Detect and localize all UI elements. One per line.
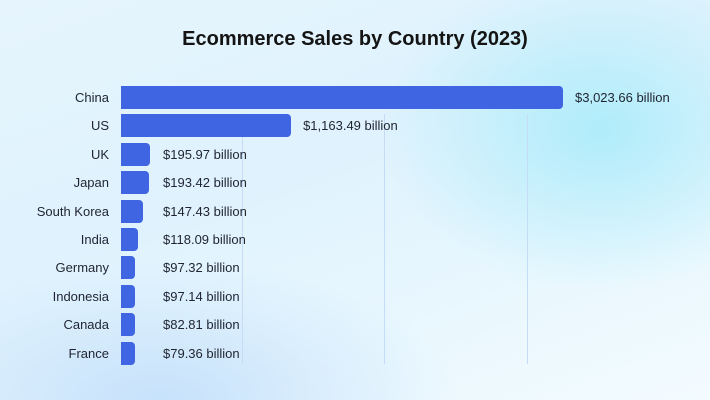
gridline	[527, 114, 528, 364]
value-label: $97.14 billion	[163, 288, 240, 304]
category-label: US	[90, 118, 109, 134]
category-label: China	[75, 90, 109, 105]
bar-row: France $79.36 billion	[0, 341, 710, 366]
category-label: France	[68, 345, 109, 361]
bar-row: South Korea $147.43 billion	[0, 199, 710, 224]
value-label: $195.97 billion	[163, 146, 247, 162]
category-label: India	[80, 232, 109, 247]
bar-row: Japan $193.42 billion	[0, 171, 710, 195]
value-label: $97.32 billion	[163, 260, 240, 276]
bar-row: Canada $82.81 billion	[0, 313, 710, 337]
bar[interactable]	[121, 341, 135, 365]
value-label: $193.42 billion	[163, 175, 247, 191]
bar[interactable]	[121, 199, 143, 223]
bar[interactable]	[121, 171, 150, 195]
bar[interactable]	[121, 114, 292, 138]
bar-row: US $1,163.49 billion	[0, 114, 710, 138]
value-label: $1,163.49 billion	[303, 118, 398, 134]
bar[interactable]	[121, 284, 136, 308]
bar[interactable]	[121, 256, 136, 280]
bar[interactable]	[121, 86, 563, 109]
gridline	[384, 114, 385, 364]
value-label: $147.43 billion	[163, 203, 247, 219]
bar-row: UK $195.97 billion	[0, 142, 710, 167]
chart-title: Ecommerce Sales by Country (2023)	[182, 28, 528, 50]
bar-row: Germany $97.32 billion	[0, 256, 710, 280]
category-label: Canada	[63, 317, 109, 333]
category-label: South Korea	[36, 203, 109, 219]
value-label: $3,023.66 billion	[575, 90, 670, 105]
value-label: $79.36 billion	[163, 345, 240, 361]
value-label: $82.81 billion	[163, 317, 240, 333]
bar[interactable]	[121, 142, 150, 166]
value-label: $118.09 billion	[163, 232, 246, 247]
category-label: Indonesia	[52, 288, 109, 304]
bar-row: China $3,023.66 billion	[0, 86, 710, 110]
bar-row: India $118.09 billion	[0, 228, 710, 252]
category-label: Germany	[55, 260, 109, 276]
category-label: UK	[90, 146, 109, 162]
bar[interactable]	[121, 313, 135, 337]
bar-row: Indonesia $97.14 billion	[0, 284, 710, 309]
bar[interactable]	[121, 228, 139, 251]
category-label: Japan	[73, 175, 109, 191]
gridline	[242, 114, 243, 364]
